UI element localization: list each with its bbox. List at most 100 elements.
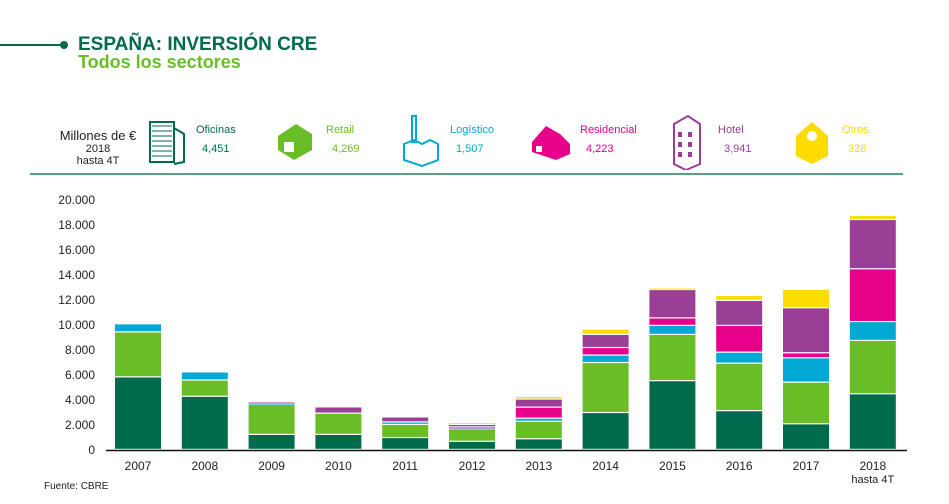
bar-otros-2016 xyxy=(716,296,763,300)
title-dot xyxy=(60,41,68,49)
legend-name: Hotel xyxy=(718,124,744,136)
page-title: ESPAÑA: INVERSIÓN CRE xyxy=(78,34,318,55)
bar-residencial-2013 xyxy=(515,407,562,418)
x-tick-label: 2008 xyxy=(191,459,218,473)
bar-residencial-2012 xyxy=(449,427,495,429)
bar-otros-2017 xyxy=(783,290,829,308)
bar-oficinas-2014 xyxy=(582,413,629,449)
bar-retail-2008 xyxy=(181,380,228,396)
x-tick-label: 2010 xyxy=(325,459,352,473)
bar-retail-2007 xyxy=(115,332,161,377)
bar-logístico-2007 xyxy=(115,324,161,332)
units-line2: 2018 xyxy=(85,143,111,155)
bar-residencial-2017 xyxy=(783,353,829,358)
y-tick-label: 18.000 xyxy=(58,218,95,232)
bar-oficinas-2016 xyxy=(716,411,763,449)
y-tick-label: 4.000 xyxy=(65,393,95,407)
title-rule xyxy=(0,44,62,46)
y-tick-label: 14.000 xyxy=(58,268,95,282)
source-note: Fuente: CBRE xyxy=(44,481,109,492)
bar-retail-2017 xyxy=(783,382,829,424)
office-building-icon xyxy=(149,121,185,165)
bar-oficinas-2018 xyxy=(849,394,896,449)
x-tick-label: 2013 xyxy=(525,459,552,473)
bar-oficinas-2008 xyxy=(181,396,228,449)
bar-retail-2012 xyxy=(449,430,495,441)
bar-oficinas-2010 xyxy=(315,435,362,449)
page-subtitle: Todos los sectores xyxy=(78,52,241,72)
bar-retail-2011 xyxy=(382,425,429,437)
legend-value: 1,507 xyxy=(456,143,484,155)
units-line3: hasta 4T xyxy=(76,155,120,167)
legend-name: Retail xyxy=(326,124,355,136)
bar-oficinas-2015 xyxy=(649,381,696,449)
legend-name: Residencial xyxy=(580,124,637,136)
x-tick-label: 2012 xyxy=(459,459,486,473)
bar-hotel-2010 xyxy=(315,407,362,413)
legend-value: 3,941 xyxy=(724,143,752,155)
y-tick-label: 0 xyxy=(88,443,95,457)
bar-hotel-2013 xyxy=(515,399,562,407)
bar-logístico-2009 xyxy=(248,403,295,405)
x-tick-label: 2014 xyxy=(592,459,619,473)
bar-otros-2012 xyxy=(449,423,495,424)
legend-name: Oficinas xyxy=(196,124,236,136)
bar-residencial-2016 xyxy=(716,326,763,352)
bar-logístico-2012 xyxy=(449,428,495,430)
legend-name: Logístico xyxy=(450,124,495,136)
y-tick-label: 10.000 xyxy=(58,318,95,332)
x-tick-label: 2007 xyxy=(125,459,152,473)
bar-logístico-2011 xyxy=(382,422,429,424)
y-tick-label: 6.000 xyxy=(65,368,95,382)
bar-hotel-2017 xyxy=(783,308,829,353)
bar-retail-2014 xyxy=(582,363,629,412)
x-tick-label: 2009 xyxy=(258,459,285,473)
legend-value: 328 xyxy=(848,143,867,155)
house-icon xyxy=(532,126,570,160)
bar-otros-2013 xyxy=(515,397,562,399)
bar-residencial-2018 xyxy=(849,269,896,321)
bar-logístico-2013 xyxy=(515,418,562,421)
hotel-icon xyxy=(673,114,701,170)
bar-hotel-2016 xyxy=(716,301,763,325)
bar-oficinas-2013 xyxy=(515,439,562,449)
bar-otros-2015 xyxy=(649,288,696,290)
bar-hotel-2018 xyxy=(849,220,896,269)
legend-value: 4,451 xyxy=(202,143,230,155)
bar-otros-2018 xyxy=(849,216,896,219)
x-tick-label: 2016 xyxy=(726,459,753,473)
other-building-icon xyxy=(796,122,828,164)
bar-retail-2016 xyxy=(716,363,763,411)
bar-oficinas-2007 xyxy=(115,377,161,449)
x-tick-label: 2017 xyxy=(793,459,820,473)
bar-hotel-2009 xyxy=(248,402,295,404)
bar-logístico-2018 xyxy=(849,322,896,340)
bar-logístico-2014 xyxy=(582,355,629,362)
bar-oficinas-2009 xyxy=(248,435,295,449)
bar-retail-2018 xyxy=(849,341,896,394)
legend-value: 4,223 xyxy=(586,143,614,155)
bar-residencial-2015 xyxy=(649,318,696,325)
y-tick-label: 8.000 xyxy=(65,343,95,357)
bar-retail-2010 xyxy=(315,413,362,434)
units-line1: Millones de € xyxy=(59,128,137,143)
bar-retail-2015 xyxy=(649,335,696,381)
x-tick-sublabel: hasta 4T xyxy=(851,474,894,486)
retail-store-icon xyxy=(278,124,312,160)
bar-hotel-2015 xyxy=(649,290,696,318)
bar-hotel-2011 xyxy=(382,417,429,422)
y-tick-label: 12.000 xyxy=(58,293,95,307)
bar-oficinas-2017 xyxy=(783,424,829,449)
x-tick-label: 2011 xyxy=(392,459,418,473)
x-tick-label: 2015 xyxy=(659,459,686,473)
bar-logístico-2008 xyxy=(181,372,228,380)
y-tick-label: 16.000 xyxy=(58,243,95,257)
bar-oficinas-2012 xyxy=(449,441,495,449)
bar-retail-2009 xyxy=(248,405,295,434)
x-tick-label: 2018 xyxy=(859,459,886,473)
bar-logístico-2017 xyxy=(783,358,829,382)
legend-divider xyxy=(30,173,903,175)
legend-value: 4,269 xyxy=(332,143,360,155)
